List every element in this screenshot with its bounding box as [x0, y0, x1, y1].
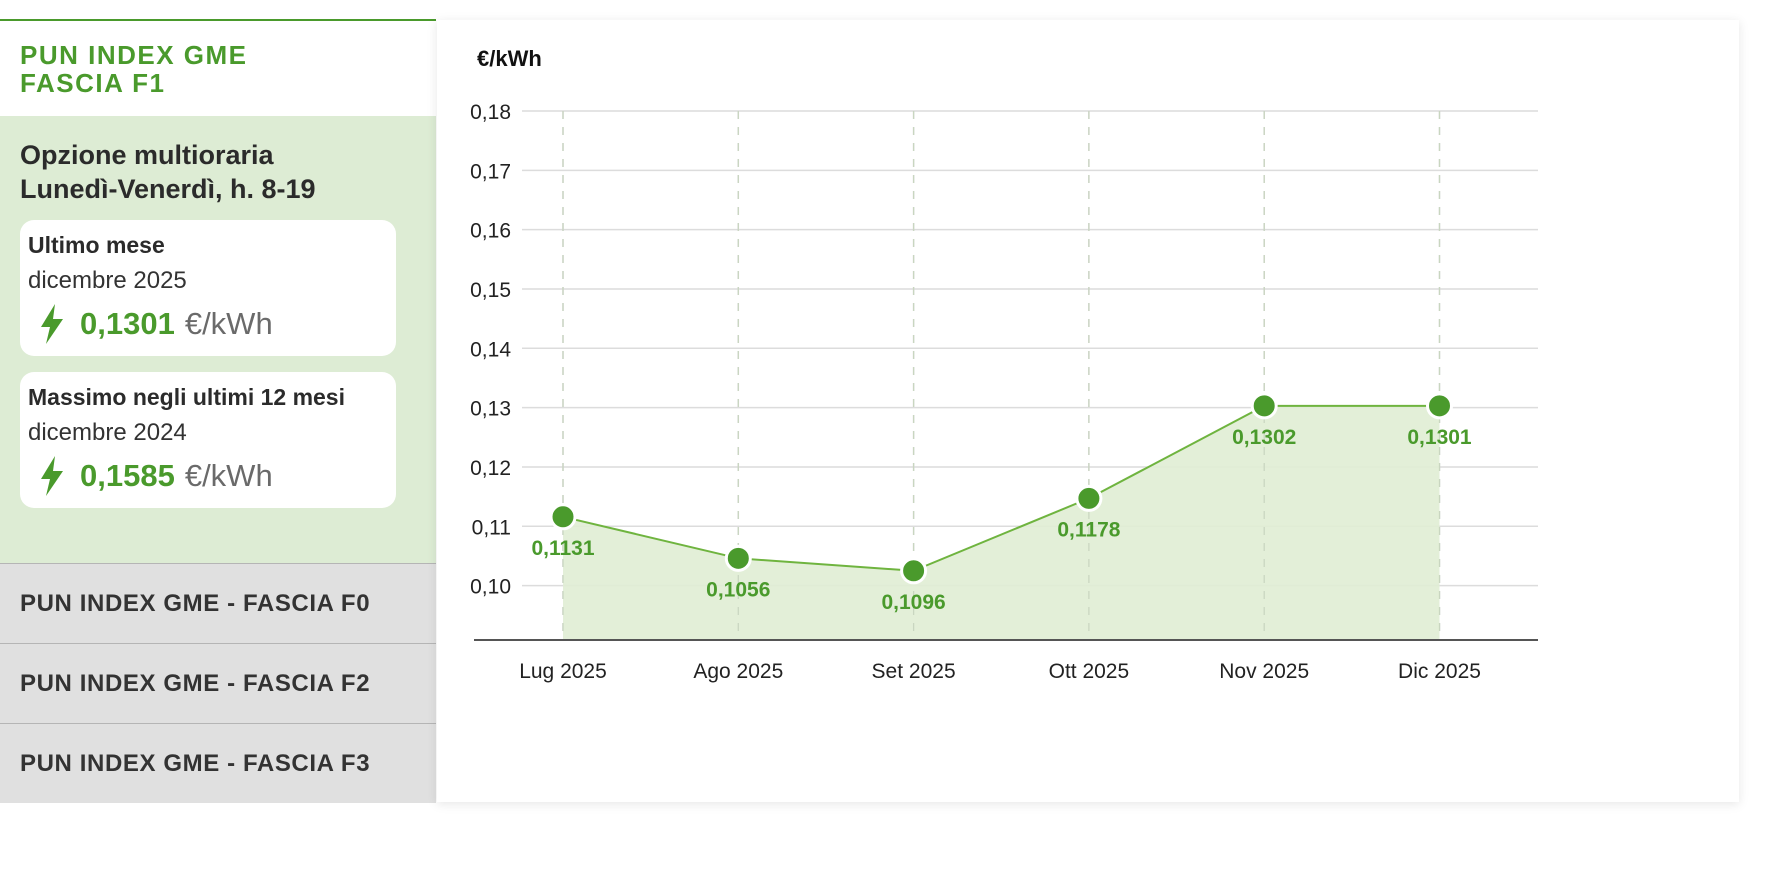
card-unit: €/kWh: [184, 306, 273, 341]
card-date: dicembre 2025: [28, 267, 187, 294]
data-point[interactable]: [549, 503, 577, 531]
chart-panel: €/kWh 0,10 0,11 0,12 0,13 0,14 0,15 0,16 0,17 0,…: [437, 20, 1739, 802]
y-axis-unit-label: €/kWh: [477, 46, 542, 71]
x-tick-label: Lug 2025: [519, 660, 607, 683]
data-label: 0,1056: [706, 578, 770, 601]
active-indicator-line: [0, 19, 436, 21]
card-value: 0,1585: [80, 458, 175, 493]
y-tick-label: 0,13: [470, 398, 511, 421]
data-point[interactable]: [1250, 392, 1278, 420]
y-tick-label: 0,12: [470, 457, 511, 480]
data-point[interactable]: [1426, 392, 1453, 420]
active-tab-f1[interactable]: PUN INDEX GME FASCIA F1: [0, 21, 436, 116]
y-tick-label: 0,18: [470, 101, 511, 124]
y-tick-label: 0,10: [470, 576, 511, 599]
option-description: Opzione multioraria Lunedì-Venerdì, h. 8…: [20, 138, 420, 206]
card-value: 0,1301: [80, 306, 175, 341]
y-tick-label: 0,11: [472, 516, 511, 539]
card-value-row: 0,1301 €/kWh: [28, 304, 273, 344]
tab-label: PUN INDEX GME - FASCIA F3: [20, 750, 371, 777]
card-value-row: 0,1585 €/kWh: [28, 456, 273, 496]
data-label: 0,1096: [881, 591, 945, 614]
option-line1: Opzione multioraria: [20, 140, 274, 170]
lightning-bolt-icon: [41, 304, 63, 344]
data-label: 0,1178: [1057, 518, 1120, 541]
last-month-card: Ultimo mese dicembre 2025 0,1301 €/kWh: [20, 220, 396, 356]
active-title-line2: FASCIA F1: [20, 68, 166, 98]
price-chart: 0,10 0,11 0,12 0,13 0,14 0,15 0,16 0,17 0,18 0,11…: [470, 101, 1538, 683]
card-label: Massimo negli ultimi 12 mesi: [28, 384, 345, 410]
series-area: [563, 405, 1440, 639]
max-12-months-card: Massimo negli ultimi 12 mesi dicembre 20…: [20, 372, 396, 508]
card-date: dicembre 2024: [28, 419, 187, 446]
data-point[interactable]: [1075, 484, 1103, 512]
y-tick-label: 0,15: [470, 279, 511, 302]
tab-label: PUN INDEX GME - FASCIA F2: [20, 670, 371, 697]
lightning-bolt-icon: [41, 456, 63, 496]
data-label: 0,1301: [1407, 426, 1472, 449]
card-unit: €/kWh: [184, 458, 273, 493]
active-title-line1: PUN INDEX GME: [20, 40, 248, 70]
y-tick-label: 0,14: [470, 338, 511, 361]
data-label: 0,1302: [1232, 426, 1296, 449]
y-tick-label: 0,16: [470, 220, 511, 243]
x-tick-label: Nov 2025: [1219, 660, 1309, 683]
active-tab-panel: Opzione multioraria Lunedì-Venerdì, h. 8…: [0, 116, 436, 563]
tab-fascia-f3[interactable]: PUN INDEX GME - FASCIA F3: [0, 723, 436, 803]
data-label: 0,1131: [531, 537, 594, 560]
tab-label: PUN INDEX GME - FASCIA F0: [20, 590, 371, 617]
card-label: Ultimo mese: [28, 232, 165, 258]
y-tick-label: 0,17: [470, 160, 511, 183]
series-line: [562, 404, 1440, 572]
data-point[interactable]: [900, 557, 928, 585]
tab-fascia-f2[interactable]: PUN INDEX GME - FASCIA F2: [0, 643, 436, 723]
x-tick-label: Ago 2025: [693, 660, 783, 683]
option-line2: Lunedì-Venerdì, h. 8-19: [20, 174, 316, 204]
x-tick-label: Ott 2025: [1049, 660, 1130, 683]
tab-fascia-f0[interactable]: PUN INDEX GME - FASCIA F0: [0, 563, 436, 643]
x-tick-label: Set 2025: [872, 660, 956, 683]
active-tab-title: PUN INDEX GME FASCIA F1: [20, 41, 420, 97]
data-point[interactable]: [724, 544, 752, 572]
x-tick-label: Dic 2025: [1398, 660, 1481, 683]
